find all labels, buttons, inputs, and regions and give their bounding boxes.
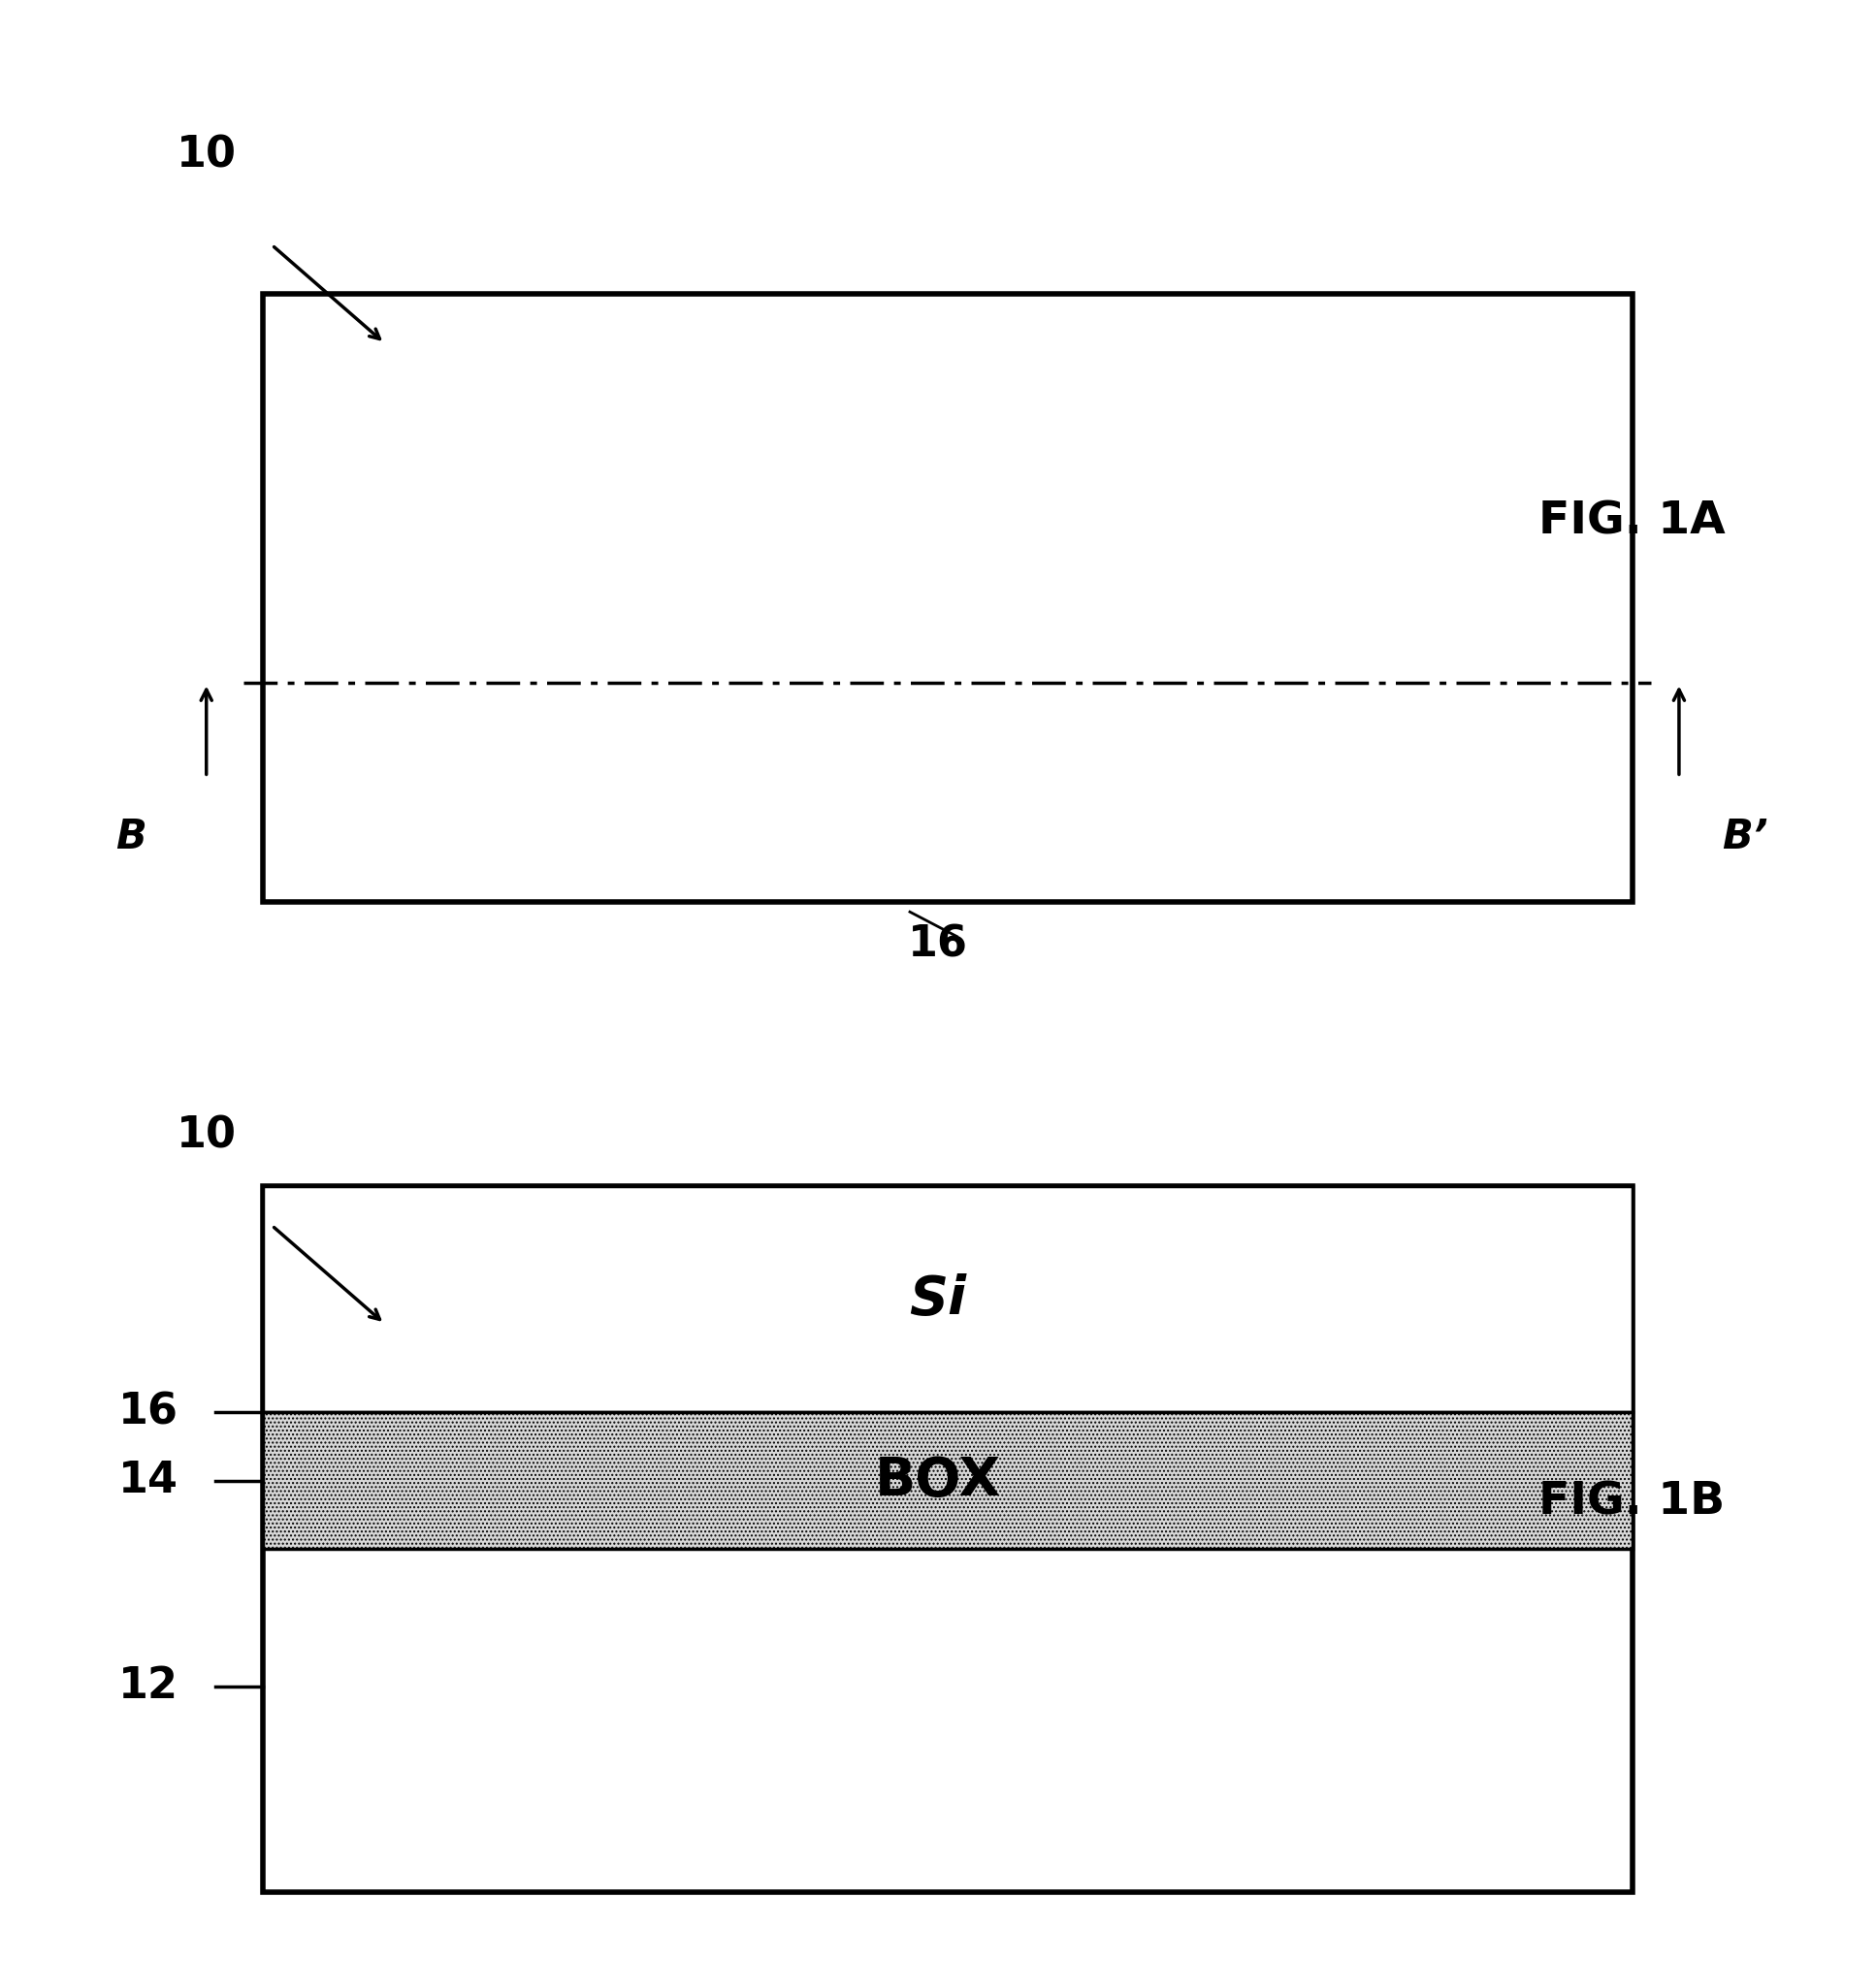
Text: FIG. 1B: FIG. 1B [1538, 1481, 1724, 1524]
Bar [263, 294, 1632, 902]
Text: FIG. 1A: FIG. 1A [1538, 500, 1726, 543]
Text: 10: 10 [176, 1116, 236, 1157]
Text: 10: 10 [176, 135, 236, 176]
Text: 16: 16 [908, 924, 968, 967]
Text: 16: 16 [118, 1390, 178, 1433]
Text: B: B [116, 816, 146, 857]
Text: Si: Si [910, 1273, 966, 1326]
Text: B’: B’ [1722, 816, 1767, 857]
Bar [263, 1186, 1632, 1412]
Text: 14: 14 [118, 1459, 178, 1502]
Text: BOX: BOX [874, 1455, 1002, 1506]
Bar [263, 1412, 1632, 1549]
Bar [263, 1186, 1632, 1892]
Text: 12: 12 [118, 1665, 178, 1708]
